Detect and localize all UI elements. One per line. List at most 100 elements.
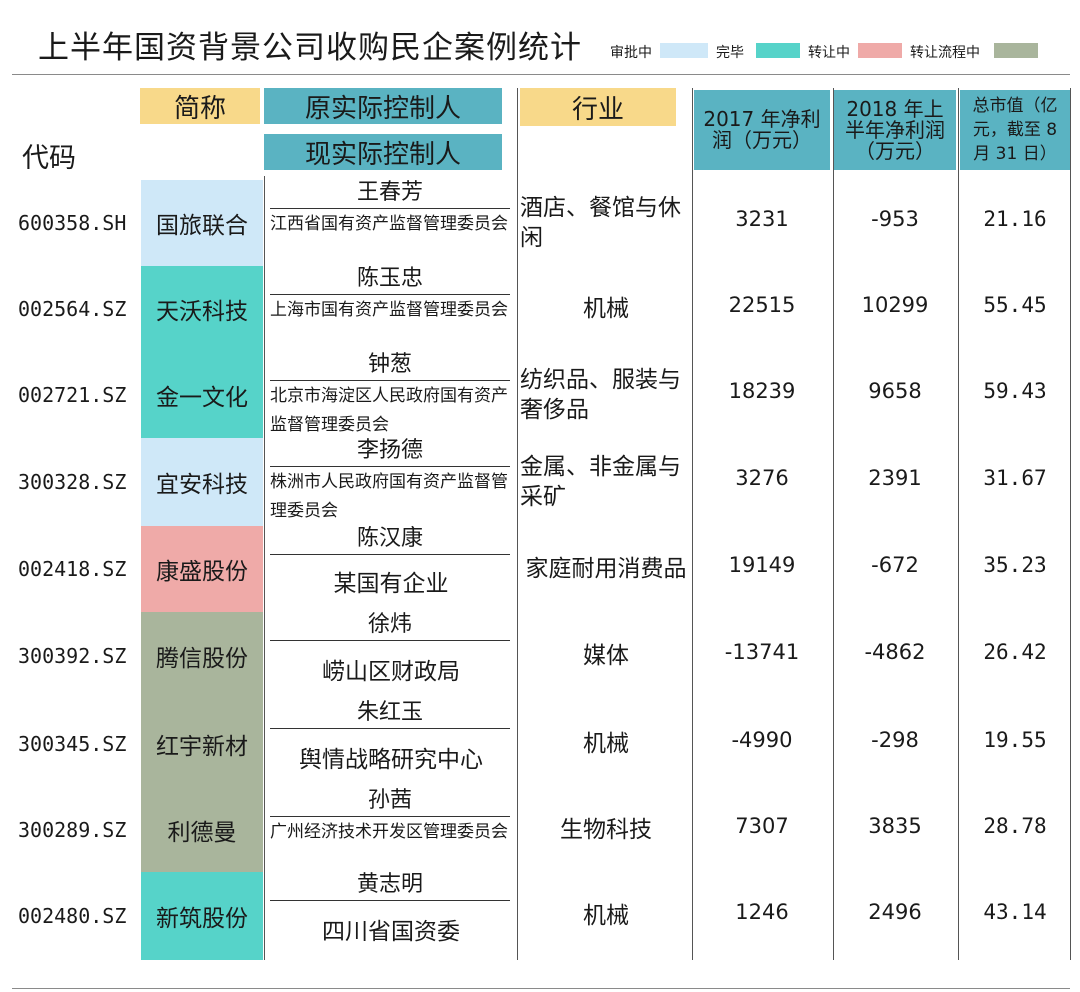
cell-code: 300289.SZ xyxy=(18,818,127,842)
cell-profit-2018h1: -672 xyxy=(871,553,919,577)
controller-underline xyxy=(270,554,510,555)
header-market-cap: 总市值（亿元，截至 8 月 31 日） xyxy=(960,90,1070,170)
controller-underline xyxy=(270,728,510,729)
cell-industry: 机械 xyxy=(583,903,629,929)
cell-original-controller: 朱红玉 xyxy=(356,700,423,725)
cell-profit-2018h1: 10299 xyxy=(861,293,929,317)
cell-short-name: 金一文化 xyxy=(141,352,263,438)
cell-profit-2018h1: -953 xyxy=(871,207,919,231)
cell-profit-2017: 19149 xyxy=(728,553,796,577)
cell-profit-2017: -13741 xyxy=(724,640,800,664)
cell-market-cap: 26.42 xyxy=(983,640,1047,664)
header-short-name: 简称 xyxy=(140,88,260,124)
cell-industry: 机械 xyxy=(583,296,629,322)
cell-profit-2017: -4990 xyxy=(731,728,793,752)
cell-current-controller: 四川省国资委 xyxy=(322,919,460,945)
cell-short-name: 宜安科技 xyxy=(141,438,263,526)
cell-original-controller: 徐炜 xyxy=(367,612,412,637)
header-original-controller: 原实际控制人 xyxy=(264,88,502,124)
header-current-controller: 现实际控制人 xyxy=(264,134,502,170)
cell-short-name: 天沃科技 xyxy=(141,266,263,352)
cell-code: 600358.SH xyxy=(18,211,127,235)
cell-original-controller: 王春芳 xyxy=(356,180,423,205)
cell-industry: 媒体 xyxy=(583,643,629,669)
cell-code: 300328.SZ xyxy=(18,470,127,494)
cell-industry: 酒店、餐馆与休闲 xyxy=(520,195,681,251)
cell-market-cap: 31.67 xyxy=(983,466,1047,490)
legend-label-transferring: 转让中 xyxy=(808,45,850,61)
table-row xyxy=(0,700,1,701)
cell-short-name: 国旅联合 xyxy=(141,180,263,266)
cell-original-controller: 陈汉康 xyxy=(356,526,423,551)
cell-short-name: 康盛股份 xyxy=(141,526,263,612)
cell-code: 300392.SZ xyxy=(18,644,127,668)
divider-profit2017 xyxy=(833,88,834,960)
cell-current-controller: 舆情战略研究中心 xyxy=(299,747,483,773)
header-code: 代码 xyxy=(22,143,76,174)
header-profit-2018h1: 2018 年上半年净利润（万元） xyxy=(834,90,956,170)
cell-industry: 金属、非金属与采矿 xyxy=(520,454,681,510)
cell-profit-2018h1: 3835 xyxy=(868,814,922,838)
cell-market-cap: 21.16 xyxy=(983,207,1047,231)
cell-current-controller: 某国有企业 xyxy=(333,571,449,597)
cell-current-controller: 崂山区财政局 xyxy=(322,659,460,685)
bottom-rule xyxy=(12,988,1070,989)
cell-market-cap: 43.14 xyxy=(983,900,1047,924)
cell-code: 002721.SZ xyxy=(18,383,127,407)
table-row xyxy=(0,872,1,873)
controller-underline xyxy=(270,294,510,295)
controller-underline xyxy=(270,816,510,817)
table-row xyxy=(0,526,1,527)
cell-current-controller: 上海市国有资产监督管理委员会 xyxy=(270,300,508,320)
cell-industry: 机械 xyxy=(583,731,629,757)
divider-right xyxy=(1070,88,1071,960)
cell-profit-2017: 3231 xyxy=(735,207,789,231)
controller-underline xyxy=(270,380,510,381)
cell-profit-2017: 1246 xyxy=(735,900,789,924)
cell-original-controller: 孙茜 xyxy=(367,788,412,813)
divider-controller xyxy=(517,88,518,960)
cell-short-name: 利德曼 xyxy=(141,788,263,872)
controller-underline xyxy=(270,208,510,209)
cell-profit-2017: 22515 xyxy=(728,293,796,317)
controller-underline xyxy=(270,466,510,467)
legend-swatch-completed xyxy=(756,43,800,58)
cell-code: 002418.SZ xyxy=(18,557,127,581)
header-industry: 行业 xyxy=(520,88,676,126)
table-row xyxy=(0,180,1,181)
legend-swatch-in-process xyxy=(994,43,1038,58)
cell-profit-2018h1: 9658 xyxy=(868,379,922,403)
cell-profit-2017: 18239 xyxy=(728,379,796,403)
legend-label-approving: 审批中 xyxy=(610,45,652,61)
divider-name xyxy=(264,176,265,960)
cell-original-controller: 黄志明 xyxy=(356,872,423,897)
divider-industry xyxy=(692,88,693,960)
table-row xyxy=(0,266,1,267)
page-title: 上半年国资背景公司收购民企案例统计 xyxy=(38,30,582,66)
controller-underline xyxy=(270,640,510,641)
legend-swatch-transferring xyxy=(858,43,902,58)
cell-market-cap: 59.43 xyxy=(983,379,1047,403)
table-row xyxy=(0,352,1,353)
table-row xyxy=(0,612,1,613)
cell-industry: 纺织品、服装与奢侈品 xyxy=(520,367,681,423)
cell-short-name: 新筑股份 xyxy=(141,872,263,960)
cell-profit-2018h1: 2391 xyxy=(868,466,922,490)
header-profit-2017: 2017 年净利润（万元） xyxy=(694,90,830,170)
cell-current-controller: 北京市海淀区人民政府国有资产监督管理委员会 xyxy=(270,386,508,435)
legend-label-completed: 完毕 xyxy=(716,45,744,61)
cell-industry: 家庭耐用消费品 xyxy=(525,556,687,582)
table-row xyxy=(0,438,1,439)
controller-underline xyxy=(270,900,510,901)
cell-market-cap: 55.45 xyxy=(983,293,1047,317)
cell-market-cap: 35.23 xyxy=(983,553,1047,577)
cell-short-name: 腾信股份 xyxy=(141,612,263,700)
cell-original-controller: 钟葱 xyxy=(367,352,412,377)
top-rule xyxy=(12,74,1070,75)
cell-industry: 生物科技 xyxy=(560,817,652,843)
cell-market-cap: 28.78 xyxy=(983,814,1047,838)
table-row xyxy=(0,788,1,789)
cell-current-controller: 株洲市人民政府国有资产监督管理委员会 xyxy=(270,472,508,521)
cell-original-controller: 李扬德 xyxy=(356,438,423,463)
cell-current-controller: 江西省国有资产监督管理委员会 xyxy=(270,214,508,234)
